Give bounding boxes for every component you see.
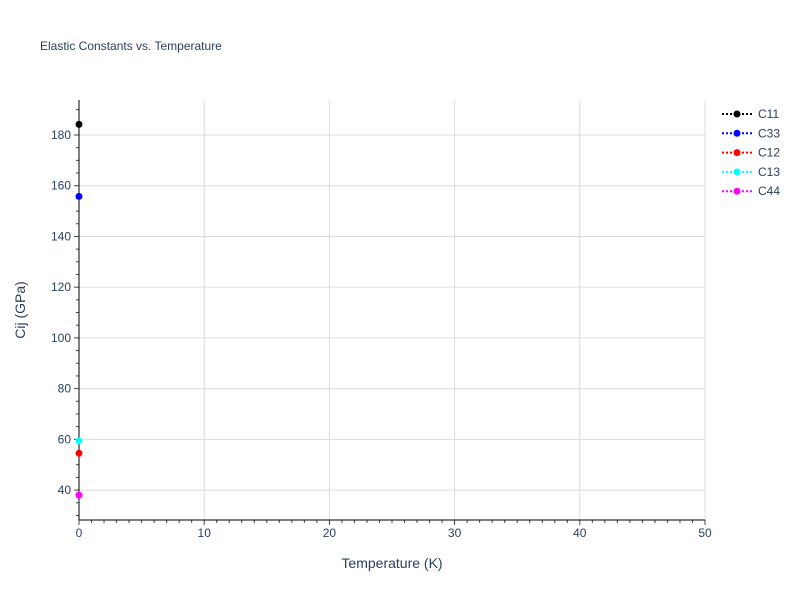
legend[interactable]: C11 C33 C12 C13 C44 [722, 107, 780, 198]
x-tick-label: 50 [698, 526, 712, 540]
legend-marker [733, 149, 741, 157]
legend-item-c44[interactable]: C44 [722, 184, 780, 198]
legend-marker [733, 110, 741, 118]
y-tick-label: 80 [58, 382, 72, 396]
data-point-c44 [75, 491, 83, 499]
x-axis-label: Temperature (K) [341, 555, 442, 571]
x-tick-label: 40 [573, 526, 587, 540]
chart-title: Elastic Constants vs. Temperature [40, 39, 222, 53]
data-point-c12 [75, 449, 83, 457]
legend-marker [733, 168, 741, 176]
legend-label: C33 [758, 126, 780, 140]
legend-item-c33[interactable]: C33 [722, 126, 780, 140]
y-tick-label: 180 [51, 128, 71, 142]
y-tick-label: 140 [51, 229, 71, 243]
y-tick-label: 160 [51, 179, 71, 193]
x-tick-label: 10 [198, 526, 212, 540]
legend-item-c13[interactable]: C13 [722, 165, 780, 179]
data-point-c33 [75, 192, 83, 200]
legend-item-c11[interactable]: C11 [722, 107, 779, 121]
legend-marker [733, 187, 741, 195]
y-tick-label: 100 [51, 331, 71, 345]
data-point-c13 [75, 437, 83, 445]
y-tick-label: 60 [58, 432, 72, 446]
x-tick-label: 0 [76, 526, 83, 540]
legend-label: C12 [758, 146, 780, 160]
y-axis-label: Cij (GPa) [12, 281, 28, 339]
legend-label: C13 [758, 165, 780, 179]
x-tick-label: 20 [323, 526, 337, 540]
data-point-c11 [75, 120, 83, 128]
legend-label: C44 [758, 184, 780, 198]
legend-marker [733, 129, 741, 137]
y-tick-label: 120 [51, 280, 71, 294]
legend-label: C11 [758, 107, 779, 121]
legend-item-c12[interactable]: C12 [722, 146, 780, 160]
y-tick-label: 40 [58, 483, 72, 497]
x-tick-label: 30 [448, 526, 462, 540]
